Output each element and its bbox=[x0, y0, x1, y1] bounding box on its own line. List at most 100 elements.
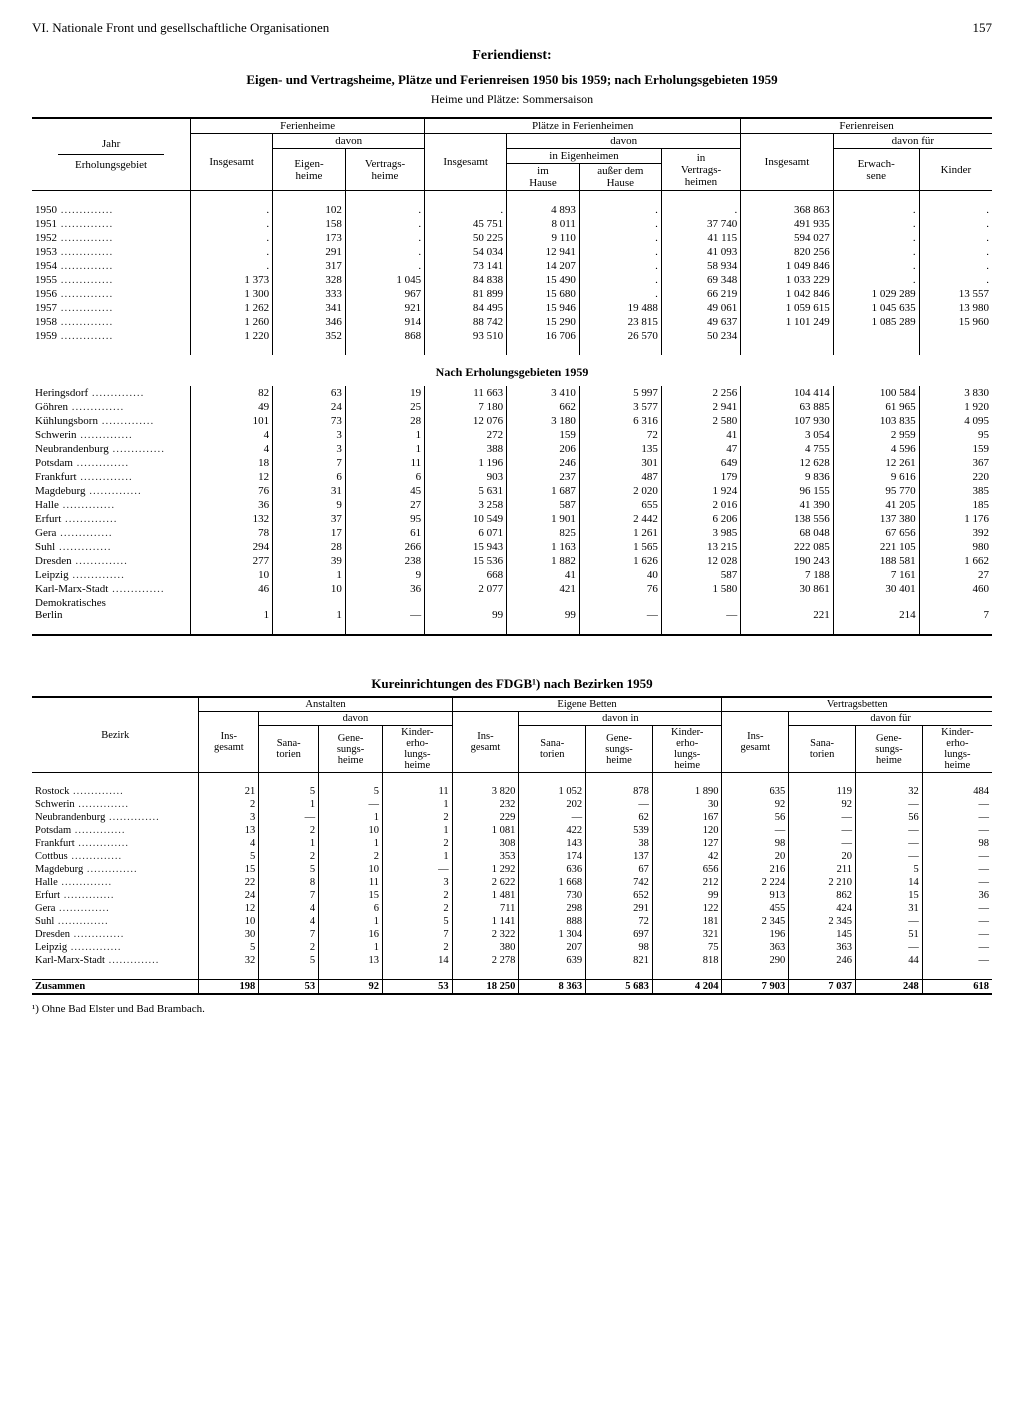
cell: 49 061 bbox=[661, 301, 740, 315]
cell: 39 bbox=[273, 554, 346, 568]
cell: 353 bbox=[452, 850, 519, 863]
cell: 487 bbox=[579, 470, 661, 484]
h-g3: Ferienreisen bbox=[741, 118, 992, 134]
cell: 328 bbox=[273, 273, 346, 287]
cell: 135 bbox=[579, 442, 661, 456]
cell: — bbox=[722, 824, 789, 837]
cell: 2 bbox=[259, 824, 319, 837]
cell: 2 016 bbox=[661, 498, 740, 512]
cell: 137 bbox=[586, 850, 653, 863]
row-label: Leipzig bbox=[32, 941, 199, 954]
cell: 1 bbox=[259, 798, 319, 811]
cell: 88 742 bbox=[425, 315, 507, 329]
cell: 1 890 bbox=[652, 785, 722, 798]
table-row: Halle369273 2585876552 01641 39041 20518… bbox=[32, 498, 992, 512]
cell: . bbox=[579, 203, 661, 217]
cell: — bbox=[259, 811, 319, 824]
cell: 367 bbox=[919, 456, 992, 470]
cell: 11 bbox=[383, 785, 453, 798]
cell: 159 bbox=[507, 428, 580, 442]
cell: . bbox=[833, 245, 919, 259]
cell: 185 bbox=[919, 498, 992, 512]
table-1: Jahr Erholungsgebiet Ferienheime Plätze … bbox=[32, 117, 992, 638]
cell: 862 bbox=[789, 889, 856, 902]
table-row: Magdeburg7631455 6311 6872 0201 92496 15… bbox=[32, 484, 992, 498]
row-label: 1955 bbox=[32, 273, 191, 287]
cell: 36 bbox=[922, 889, 992, 902]
row-label: Potsdam bbox=[32, 456, 191, 470]
cell: 51 bbox=[855, 928, 922, 941]
cell: 1 141 bbox=[452, 915, 519, 928]
cell: 28 bbox=[345, 414, 424, 428]
cell: 424 bbox=[789, 902, 856, 915]
cell: 1 059 615 bbox=[741, 301, 834, 315]
cell: 11 bbox=[319, 876, 383, 889]
cell: — bbox=[922, 941, 992, 954]
cell: 422 bbox=[519, 824, 586, 837]
cell: 1 085 289 bbox=[833, 315, 919, 329]
cell: 137 380 bbox=[833, 512, 919, 526]
cell: 28 bbox=[273, 540, 346, 554]
cell: 3 bbox=[273, 428, 346, 442]
cell: 99 bbox=[652, 889, 722, 902]
cell: 1 bbox=[319, 811, 383, 824]
cell: 266 bbox=[345, 540, 424, 554]
row-label: Magdeburg bbox=[32, 484, 191, 498]
cell: 2 bbox=[319, 850, 383, 863]
cell: 662 bbox=[507, 400, 580, 414]
cell: 1 262 bbox=[191, 301, 273, 315]
row-label: Halle bbox=[32, 498, 191, 512]
cell: 42 bbox=[652, 850, 722, 863]
cell: 341 bbox=[273, 301, 346, 315]
cell: 31 bbox=[273, 484, 346, 498]
cell: 1 bbox=[273, 596, 346, 622]
cell: 50 225 bbox=[425, 231, 507, 245]
row-label: Schwerin bbox=[32, 798, 199, 811]
cell: 7 161 bbox=[833, 568, 919, 582]
cell: — bbox=[661, 596, 740, 622]
cell: 237 bbox=[507, 470, 580, 484]
cell: 14 207 bbox=[507, 259, 580, 273]
cell: 1 bbox=[191, 596, 273, 622]
row-label: Erfurt bbox=[32, 512, 191, 526]
cell: 24 bbox=[199, 889, 259, 902]
cell: 19 bbox=[345, 386, 424, 400]
row-label: Halle bbox=[32, 876, 199, 889]
cell: 9 836 bbox=[741, 470, 834, 484]
cell: 45 751 bbox=[425, 217, 507, 231]
cell: 47 bbox=[661, 442, 740, 456]
cell: 380 bbox=[452, 941, 519, 954]
cell: 100 584 bbox=[833, 386, 919, 400]
table-row: Potsdam187111 19624630164912 62812 26136… bbox=[32, 456, 992, 470]
cell: 5 bbox=[199, 850, 259, 863]
cell: — bbox=[319, 798, 383, 811]
cell: 2 959 bbox=[833, 428, 919, 442]
cell: 5 bbox=[199, 941, 259, 954]
cell: 12 076 bbox=[425, 414, 507, 428]
cell: 207 bbox=[519, 941, 586, 954]
cell: 248 bbox=[855, 980, 922, 995]
cell: 102 bbox=[273, 203, 346, 217]
table-row: Halle2281132 6221 6687422122 2242 21014— bbox=[32, 876, 992, 889]
cell: 12 bbox=[199, 902, 259, 915]
h2-bezirk: Bezirk bbox=[32, 697, 199, 773]
cell: 98 bbox=[722, 837, 789, 850]
cell: 238 bbox=[345, 554, 424, 568]
cell: 7 188 bbox=[741, 568, 834, 582]
cell: 277 bbox=[191, 554, 273, 568]
row-label: Karl-Marx-Stadt bbox=[32, 954, 199, 967]
row-label: 1959 bbox=[32, 329, 191, 343]
table-row: Leipzig101966841405877 1887 16127 bbox=[32, 568, 992, 582]
cell: 188 581 bbox=[833, 554, 919, 568]
cell: 298 bbox=[519, 902, 586, 915]
cell: 6 316 bbox=[579, 414, 661, 428]
cell bbox=[833, 329, 919, 343]
cell: 2 580 bbox=[661, 414, 740, 428]
cell: . bbox=[833, 203, 919, 217]
table-row: 19581 26034691488 74215 29023 81549 6371… bbox=[32, 315, 992, 329]
cell: . bbox=[191, 217, 273, 231]
cell: 1 882 bbox=[507, 554, 580, 568]
cell: 4 204 bbox=[652, 980, 722, 995]
cell: 27 bbox=[345, 498, 424, 512]
cell: 352 bbox=[273, 329, 346, 343]
